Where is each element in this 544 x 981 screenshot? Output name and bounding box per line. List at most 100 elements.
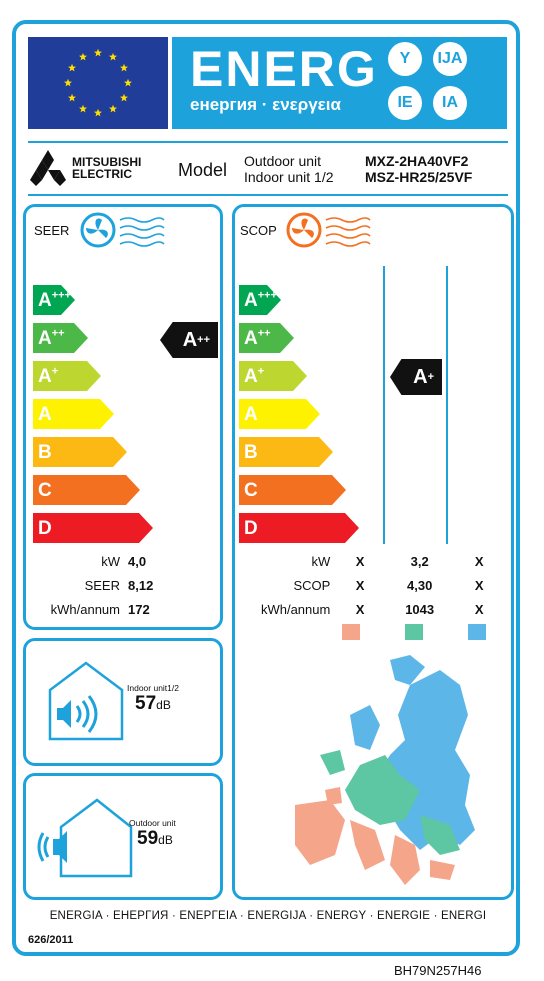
scop-stat-average: 1043 [405,601,435,617]
scop-rating-arrow: A + [390,359,442,395]
indoor-unit-label: Indoor unit 1/2 [244,169,334,185]
scop-class-arrow: A+++ [239,285,359,315]
scop-class-letter: D [244,517,258,539]
scop-stat-average: 3,2 [410,553,429,569]
eu-star [94,48,102,57]
scop-class-letter: B [244,441,258,463]
seer-panel [23,204,223,630]
outdoor-noise-number: 59 [137,828,159,849]
footer-languages: ENERGIA · ЕНЕРГИЯ · ΕΝΕΡΓΕΙΑ · ENERGIJA … [49,910,487,922]
scop-stat-warm: X [355,553,365,569]
eu-star [94,108,102,117]
scop-class-arrow: D [239,513,359,543]
heat-fan-icon [284,210,376,255]
scop-class-letter: A++ [244,327,271,349]
seer-scale: A+++ A++ A+ A B C D [33,285,153,551]
seer-rating-letter: A [182,328,198,351]
scop-rating-letter: A [413,365,428,388]
circle-y: Y [388,42,422,76]
label-code: BH79N257H46 [394,963,482,978]
manufacturer-logo: MITSUBISHI ELECTRIC [28,150,178,190]
scop-stat-average: 4,30 [407,577,433,593]
indoor-noise-value: 57dB [135,693,171,715]
eu-star [119,93,128,102]
scop-stat-cold: X [474,601,484,617]
eu-star [79,104,87,113]
scop-class-sup: +++ [257,289,278,302]
energy-word: ENERG [190,41,378,97]
energy-subtitle: енергия · ενεργεια [190,95,341,114]
divider-top [28,141,508,143]
scop-class-arrow: A+ [239,361,359,391]
seer-label: SEER [34,223,70,238]
eu-star [119,63,128,72]
cool-fan-icon [78,210,170,255]
brand-line2: ELECTRIC [72,167,132,181]
scop-scale: A+++ A++ A+ A B C D [239,285,359,551]
indoor-noise-number: 57 [135,693,157,714]
outdoor-noise-value: 59dB [137,828,173,850]
outdoor-noise-unit: dB [158,833,173,847]
seer-class-letter: A+++ [38,289,72,311]
seer-rating-arrow: A ++ [160,322,218,358]
seer-class-arrow: B [33,437,153,467]
seer-class-arrow: A+++ [33,285,153,315]
seer-class-letter: A [38,403,52,425]
label-frame [12,20,520,956]
indoor-unit-code: MSZ-HR25/25VF [365,169,473,185]
seer-stat-label: SEER [84,577,120,593]
zone-swatch-warm [342,624,360,640]
scop-stat-label: kW [311,553,331,569]
three-diamonds-icon [30,150,66,186]
europe-climate-map [290,655,490,900]
seer-class-sup: ++ [51,327,65,340]
regulation-number: 626/2011 [28,934,74,946]
scop-stat-warm: X [355,577,365,593]
seer-stat-row: kWh/annum 172 [33,597,213,621]
eu-flag [28,37,168,129]
scop-class-arrow: B [239,437,359,467]
outdoor-house-icon [33,797,133,884]
scop-panel [232,204,514,900]
unit-labels: Outdoor unit Indoor unit 1/2 [244,153,334,185]
eu-star [109,104,117,113]
eu-star [64,78,72,87]
scop-class-arrow: C [239,475,359,505]
scop-stat-cold: X [474,553,484,569]
seer-stats: kW 4,0 SEER 8,12 kWh/annum 172 [33,549,213,621]
zone-swatch-average [405,624,423,640]
seer-stat-label: kWh/annum [50,601,120,617]
seer-class-letter: B [38,441,52,463]
seer-class-letter: D [38,517,52,539]
indoor-noise-unit: dB [156,698,171,712]
seer-stat-value: 4,0 [128,553,147,569]
seer-class-arrow: C [33,475,153,505]
scop-stat-label: SCOP [293,577,331,593]
scop-class-letter: C [244,479,258,501]
scop-stat-row: kWh/annum X 1043 X [239,597,509,621]
seer-stat-row: SEER 8,12 [33,573,213,597]
seer-stat-label: kW [101,553,120,569]
scop-stat-cold: X [474,577,484,593]
eu-star [79,52,87,61]
seer-class-letter: C [38,479,52,501]
outdoor-unit-code: MXZ-2HA40VF2 [365,153,469,169]
model-label: Model [178,160,228,180]
eu-stars-icon [64,48,132,117]
divider-supplier [28,194,508,196]
indoor-noise-label: Indoor unit1/2 [127,683,179,693]
seer-class-arrow: A++ [33,323,153,353]
indoor-noise-panel [23,638,223,766]
seer-class-arrow: D [33,513,153,543]
scop-stat-warm: X [355,601,365,617]
scop-class-arrow: A++ [239,323,359,353]
zone-swatch-cold [468,624,486,640]
seer-stat-row: kW 4,0 [33,549,213,573]
outdoor-noise-panel [23,773,223,900]
seer-class-letter: A+ [38,365,59,387]
scop-class-arrow: A [239,399,359,429]
circle-ija: IJA [433,42,467,76]
seer-class-arrow: A [33,399,153,429]
seer-class-letter: A++ [38,327,65,349]
eu-star [109,52,117,61]
